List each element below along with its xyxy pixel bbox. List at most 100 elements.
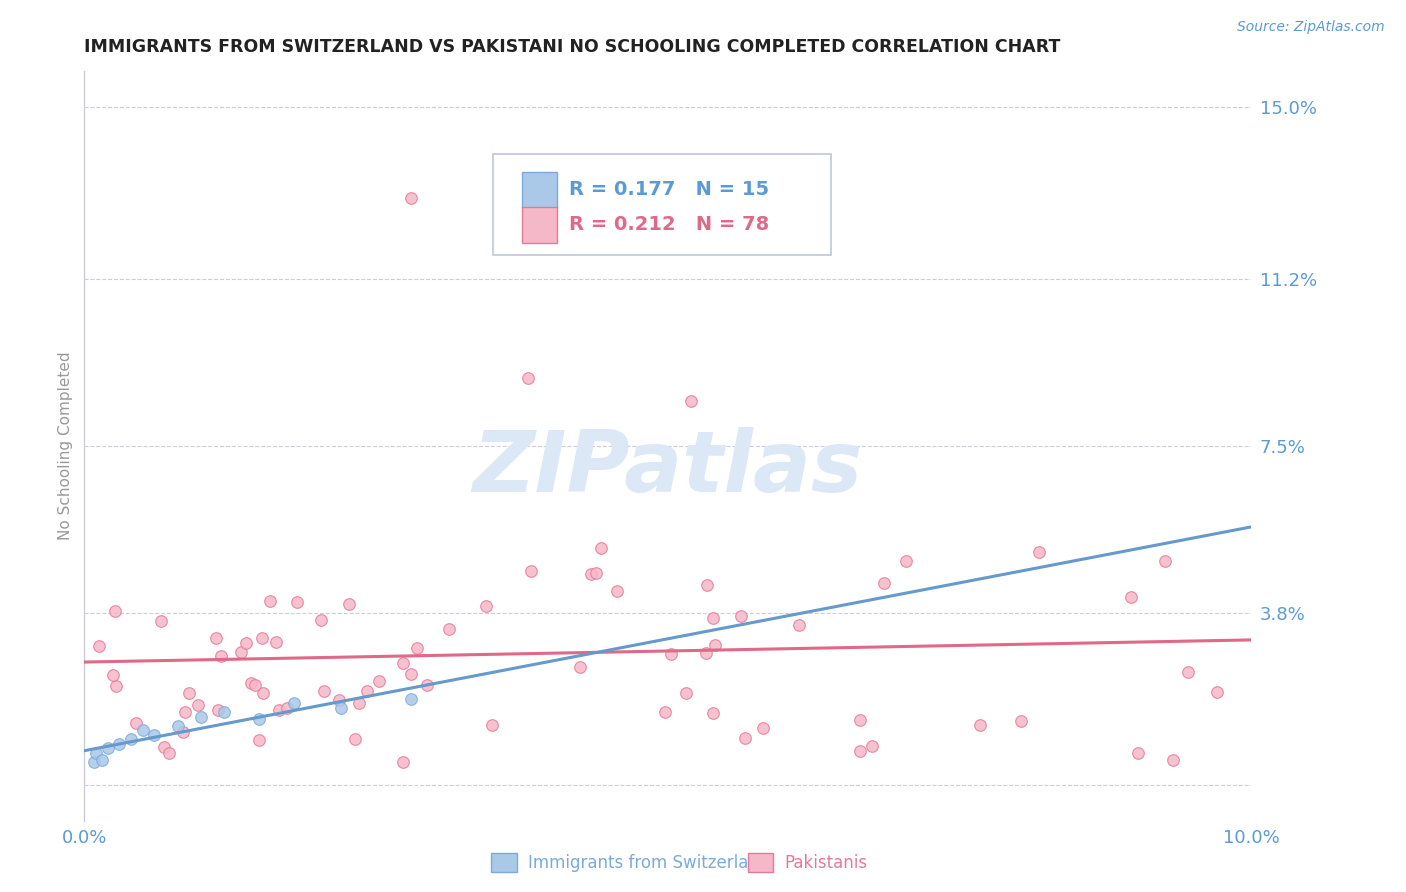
- Point: [330, 700, 353, 714]
- Point: [896, 554, 918, 568]
- Text: Immigrants from Switzerland: Immigrants from Switzerland: [527, 854, 769, 871]
- Point: [848, 744, 870, 758]
- Point: [752, 721, 775, 735]
- Point: [97, 741, 120, 756]
- Point: [101, 667, 124, 681]
- Point: [214, 706, 236, 720]
- Point: [347, 696, 370, 710]
- Text: IMMIGRANTS FROM SWITZERLAND VS PAKISTANI NO SCHOOLING COMPLETED CORRELATION CHAR: IMMIGRANTS FROM SWITZERLAND VS PAKISTANI…: [84, 38, 1060, 56]
- Point: [159, 746, 181, 760]
- Point: [695, 646, 717, 660]
- Text: Pakistanis: Pakistanis: [785, 854, 868, 871]
- Point: [243, 678, 266, 692]
- Point: [659, 647, 682, 661]
- Point: [229, 645, 252, 659]
- Point: [734, 731, 756, 745]
- Bar: [522, 172, 557, 208]
- Point: [190, 710, 212, 724]
- Point: [437, 623, 460, 637]
- Point: [873, 576, 896, 591]
- Point: [105, 679, 128, 693]
- Point: [516, 371, 538, 385]
- Point: [1126, 746, 1149, 760]
- Point: [83, 755, 105, 769]
- Point: [209, 648, 232, 663]
- Point: [860, 739, 883, 754]
- Point: [1153, 554, 1175, 568]
- Point: [84, 746, 107, 760]
- Point: [581, 567, 603, 582]
- Point: [179, 686, 201, 700]
- Point: [681, 393, 703, 408]
- Point: [283, 696, 305, 710]
- Point: [848, 713, 870, 727]
- Point: [589, 541, 612, 555]
- Point: [654, 706, 676, 720]
- Text: R = 0.212   N = 78: R = 0.212 N = 78: [568, 216, 769, 235]
- Point: [285, 595, 308, 609]
- Point: [520, 564, 543, 578]
- Point: [702, 706, 724, 721]
- Y-axis label: No Schooling Completed: No Schooling Completed: [58, 351, 73, 541]
- Point: [367, 673, 389, 688]
- Point: [235, 636, 257, 650]
- Point: [205, 631, 228, 645]
- Point: [789, 618, 811, 632]
- Text: R = 0.177   N = 15: R = 0.177 N = 15: [568, 180, 769, 199]
- Point: [416, 678, 439, 692]
- Point: [969, 718, 991, 732]
- Point: [187, 698, 209, 712]
- Point: [90, 753, 112, 767]
- Point: [1121, 590, 1143, 604]
- Point: [240, 676, 263, 690]
- Point: [1206, 685, 1229, 699]
- Point: [481, 718, 503, 732]
- Point: [276, 700, 298, 714]
- Text: Source: ZipAtlas.com: Source: ZipAtlas.com: [1237, 20, 1385, 34]
- Point: [247, 733, 270, 747]
- Point: [309, 613, 332, 627]
- Point: [264, 635, 287, 649]
- Point: [1177, 665, 1199, 680]
- Point: [328, 693, 350, 707]
- Point: [337, 597, 360, 611]
- Point: [132, 723, 155, 738]
- Point: [174, 705, 197, 719]
- Point: [125, 715, 148, 730]
- Point: [696, 578, 718, 592]
- Point: [143, 728, 166, 742]
- Point: [259, 594, 281, 608]
- Point: [267, 703, 290, 717]
- Point: [252, 631, 274, 645]
- Point: [399, 191, 422, 205]
- Bar: [522, 207, 557, 243]
- Point: [207, 703, 229, 717]
- Point: [730, 609, 752, 624]
- FancyBboxPatch shape: [494, 153, 831, 255]
- Point: [356, 683, 378, 698]
- Point: [406, 640, 429, 655]
- Point: [675, 685, 697, 699]
- Point: [585, 566, 607, 580]
- Point: [1163, 753, 1185, 767]
- Point: [149, 615, 172, 629]
- Point: [312, 684, 335, 698]
- Point: [568, 660, 591, 674]
- Point: [1028, 545, 1050, 559]
- Point: [166, 719, 188, 733]
- Point: [392, 656, 415, 670]
- Point: [87, 639, 110, 653]
- Point: [399, 691, 422, 706]
- Point: [249, 712, 271, 726]
- Point: [152, 739, 174, 754]
- Point: [104, 604, 127, 618]
- Point: [606, 584, 628, 599]
- Point: [343, 732, 366, 747]
- Text: ZIPatlas: ZIPatlas: [472, 427, 863, 510]
- Point: [108, 737, 131, 751]
- Point: [1010, 714, 1032, 728]
- Point: [703, 638, 725, 652]
- Point: [252, 686, 274, 700]
- Point: [392, 755, 415, 769]
- Point: [475, 599, 498, 613]
